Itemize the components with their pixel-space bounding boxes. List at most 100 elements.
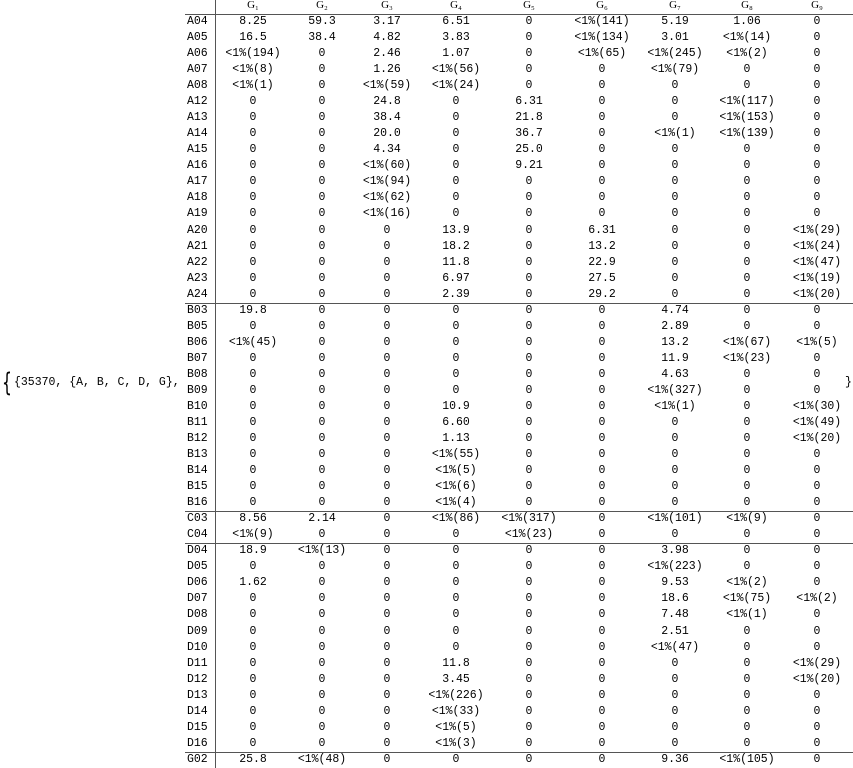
cell: 1.07 bbox=[442, 47, 470, 61]
cell: 21.8 bbox=[515, 111, 543, 125]
cell: 18.2 bbox=[442, 239, 470, 253]
cell: 11.8 bbox=[442, 255, 470, 269]
cell: 0 bbox=[525, 432, 533, 446]
cell: 0 bbox=[813, 576, 821, 590]
cell: 3.01 bbox=[661, 31, 689, 45]
cell: 0 bbox=[383, 576, 391, 590]
cell: 0 bbox=[671, 736, 679, 750]
row-label: D10 bbox=[187, 640, 208, 654]
column-rule bbox=[215, 0, 216, 768]
cell: 0 bbox=[743, 159, 751, 173]
cell: 0 bbox=[383, 560, 391, 574]
cell: <1%(47) bbox=[792, 255, 842, 269]
cell: 0 bbox=[813, 528, 821, 542]
cell: 0 bbox=[318, 367, 326, 381]
cell: 0 bbox=[598, 351, 606, 365]
cell: 0 bbox=[598, 127, 606, 141]
cell: 0 bbox=[525, 624, 533, 638]
cell: <1%(45) bbox=[228, 335, 278, 349]
cell: 0 bbox=[249, 143, 257, 157]
cell: 0 bbox=[383, 287, 391, 301]
cell: 13.9 bbox=[442, 223, 470, 237]
cell: 0 bbox=[249, 159, 257, 173]
cell: 0 bbox=[383, 688, 391, 702]
cell: 0 bbox=[743, 239, 751, 253]
cell: 0 bbox=[383, 432, 391, 446]
cell: 0 bbox=[249, 464, 257, 478]
cell: 0 bbox=[249, 688, 257, 702]
cell: 0 bbox=[249, 656, 257, 670]
cell: 0 bbox=[813, 303, 821, 317]
cell: 0 bbox=[249, 640, 257, 654]
cell: 0 bbox=[598, 624, 606, 638]
cell: 2.14 bbox=[308, 512, 336, 526]
column-header: G₁ bbox=[247, 0, 259, 11]
cell: 0 bbox=[813, 175, 821, 189]
cell: 0 bbox=[249, 287, 257, 301]
cell: 0 bbox=[383, 239, 391, 253]
cell: 11.9 bbox=[661, 351, 689, 365]
cell: 0 bbox=[743, 255, 751, 269]
cell: 29.2 bbox=[588, 287, 616, 301]
cell: 0 bbox=[383, 383, 391, 397]
cell: 0 bbox=[318, 736, 326, 750]
cell: 10.9 bbox=[442, 399, 470, 413]
cell: 0 bbox=[743, 496, 751, 510]
cell: <1%(62) bbox=[362, 191, 412, 205]
cell: 0 bbox=[318, 624, 326, 638]
cell: 0 bbox=[598, 175, 606, 189]
cell: 0 bbox=[743, 544, 751, 558]
cell: 0 bbox=[318, 239, 326, 253]
row-label: D06 bbox=[187, 576, 208, 590]
row-label: A14 bbox=[187, 127, 208, 141]
cell: 0 bbox=[383, 544, 391, 558]
column-header: G₉ bbox=[811, 0, 823, 11]
cell: 0 bbox=[813, 560, 821, 574]
cell: 0 bbox=[813, 608, 821, 622]
cell: 0 bbox=[452, 367, 460, 381]
cell: 0 bbox=[525, 720, 533, 734]
cell: 0 bbox=[813, 15, 821, 28]
cell: 0 bbox=[249, 271, 257, 285]
cell: 0 bbox=[598, 640, 606, 654]
cell: <1%(1) bbox=[654, 399, 696, 413]
cell: <1%(2) bbox=[796, 592, 838, 606]
row-label: D09 bbox=[187, 624, 208, 638]
row-label: B12 bbox=[187, 432, 208, 446]
row-label: A15 bbox=[187, 143, 208, 157]
cell: 0 bbox=[525, 416, 533, 429]
cell: 0 bbox=[743, 688, 751, 702]
cell: <1%(29) bbox=[792, 656, 842, 670]
cell: 0 bbox=[813, 191, 821, 205]
cell: 0 bbox=[318, 608, 326, 622]
cell: 0 bbox=[598, 496, 606, 510]
cell: 6.31 bbox=[588, 223, 616, 237]
cell: 0 bbox=[452, 351, 460, 365]
cell: 0 bbox=[249, 175, 257, 189]
cell: 0 bbox=[598, 720, 606, 734]
cell: 0 bbox=[318, 255, 326, 269]
cell: <1%(49) bbox=[792, 416, 842, 429]
cell: 0 bbox=[383, 512, 391, 526]
cell: 0 bbox=[525, 223, 533, 237]
cell: 1.13 bbox=[442, 432, 470, 446]
cell: 0 bbox=[598, 704, 606, 718]
cell: 0 bbox=[249, 672, 257, 686]
cell: 0 bbox=[318, 672, 326, 686]
row-label: B06 bbox=[187, 335, 208, 349]
cell: 18.9 bbox=[239, 544, 267, 558]
cell: 0 bbox=[813, 63, 821, 77]
cell: 0 bbox=[383, 672, 391, 686]
cell: 0 bbox=[249, 367, 257, 381]
cell: 0 bbox=[525, 79, 533, 93]
cell: 0 bbox=[813, 367, 821, 381]
cell: 16.5 bbox=[239, 31, 267, 45]
cell: 0 bbox=[743, 383, 751, 397]
cell: 0 bbox=[743, 480, 751, 494]
cell: 0 bbox=[525, 255, 533, 269]
cell: 0 bbox=[525, 271, 533, 285]
cell: 0 bbox=[671, 191, 679, 205]
row-label: A16 bbox=[187, 159, 208, 173]
cell: 0 bbox=[525, 175, 533, 189]
row-label: D15 bbox=[187, 720, 208, 734]
